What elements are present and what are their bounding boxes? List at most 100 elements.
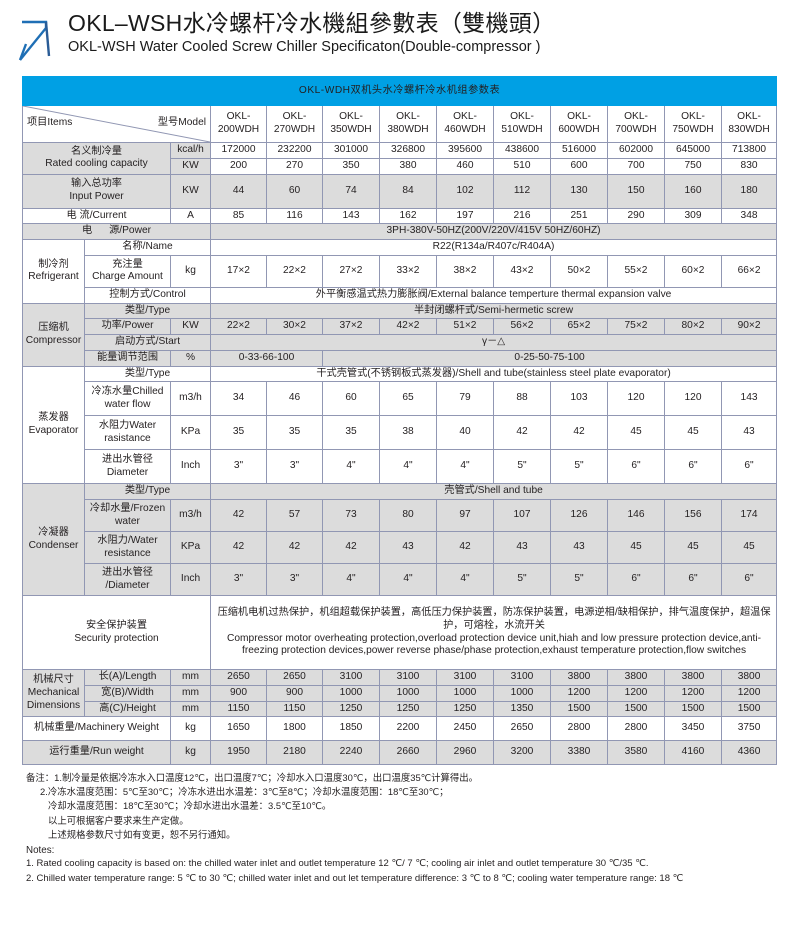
cell: 3100 [436,669,494,686]
cell: 830 [720,157,778,175]
row-current: 电 流/Current A 85 116 143 162 197 216 251… [22,207,778,225]
unit-cond-dia: Inch [170,563,211,596]
cell: 126 [550,499,608,532]
cell: 80×2 [664,318,722,335]
cell: 350 [322,157,380,175]
row-dimensions-width: 宽(B)/Width mm 900 900 1000 1000 1000 100… [23,684,778,702]
cell: 33×2 [379,254,437,288]
cell: 4" [379,449,437,485]
row-condenser-diameter: 进出水管径 /Diameter Inch 3" 3" 4" 4" 4" 5" 5… [23,563,778,596]
cell: 50×2 [550,254,608,288]
cell: 6" [664,449,722,485]
row-compressor-power: 功率/Power KW 22×2 30×2 37×2 42×2 51×2 56×… [23,318,778,335]
unit-length: mm [170,669,211,686]
condenser-type-value: 壳管式/Shell and tube [209,483,778,500]
cell: 172000 [210,142,267,159]
capacity-value-b: 0-25-50-75-100 [321,349,778,367]
cell: 45 [720,531,778,564]
dimensions-group-label: 机械尺寸 Mechanical Dimensions [22,668,85,718]
cell: 1500 [550,700,608,718]
spec-table-container: OKL-WDH双机头水冷螺杆冷水机组参数表 项目Items 型号Model OK… [0,76,790,766]
cell: 3750 [720,716,778,742]
unit-machinery-weight: kg [170,716,211,742]
unit-kw: KW [170,157,211,175]
cell: 216 [493,207,551,225]
cell: 251 [550,207,608,225]
cell: 160 [664,173,722,209]
cell: 326800 [379,142,437,159]
cell: 4" [436,563,494,596]
cell: 1200 [607,684,665,702]
note-en-1: 1. Rated cooling capacity is based on: t… [26,857,649,869]
note-cn-4: 以上可根据客户要求来生产定做。 [48,814,189,826]
cell: 45 [664,531,722,564]
model-col-4: OKL- 460WDH [436,105,494,143]
row-condenser-type: 冷凝器 Condenser 类型/Type 壳管式/Shell and tube [22,483,778,596]
cell: 34 [210,381,267,417]
cell: 1650 [210,716,267,742]
cell: 174 [720,499,778,532]
model-col-0: OKL- 200WDH [210,105,267,143]
cell: 57 [266,499,323,532]
cell: 380 [379,157,437,175]
cell: 3380 [550,740,608,766]
row-rated-cooling-kw: KW 200 270 350 380 460 510 600 700 750 8… [23,157,778,175]
cell: 645000 [664,142,722,159]
compressor-group-label: 压缩机 Compressor [22,302,85,367]
cell: 3" [210,563,267,596]
cell: 88 [493,381,551,417]
unit-cond-resist: KPa [170,531,211,564]
unit-capacity: % [170,349,211,367]
unit-width: mm [170,684,211,702]
cell: 3100 [493,669,551,686]
evaporator-type-label: 类型/Type [84,365,211,383]
row-refrigerant-name: 制冷剂 Refrigerant 名称/Name R22(R134a/R407c/… [22,239,778,304]
cell: 900 [266,684,323,702]
unit-evap-dia: Inch [170,449,211,485]
cell: 5" [493,449,551,485]
row-input-power: 输入总功率 Input Power KW 44 60 74 84 102 112… [22,173,778,209]
current-label: 电 流/Current [22,207,171,225]
compressor-type-value: 半封闭螺杆式/Semi-hermetic screw [209,302,778,320]
cell: 3200 [493,740,551,766]
cell: 1250 [379,700,437,718]
compressor-type-label: 类型/Type [84,302,211,320]
cell: 510 [493,157,551,175]
row-evaporator-diameter: 进出水管径 Diameter Inch 3" 3" 4" 4" 4" 5" 5"… [23,449,778,485]
notes-en-heading: Notes: [26,844,55,856]
cell: 1500 [607,700,665,718]
row-dimensions-length: 机械尺寸 Mechanical Dimensions 长(A)/Length m… [22,668,778,718]
cell: 1000 [322,684,380,702]
input-power-label: 输入总功率 Input Power [22,173,171,209]
row-power-supply: 电 源/Power 3PH-380V-50HZ(200V/220V/415V 5… [22,223,778,240]
cell: 516000 [550,142,608,159]
rated-cooling-label: 名义制冷量 Rated cooling capacity [22,142,171,175]
cell: 43×2 [493,254,551,288]
model-col-6: OKL- 600WDH [550,105,608,143]
cell: 6" [720,563,778,596]
cell: 1500 [720,700,778,718]
refrigerant-group-label: 制冷剂 Refrigerant [22,239,85,304]
cell: 3100 [322,669,380,686]
unit-evap-flow: m3/h [170,381,211,417]
cell: 6" [607,563,665,596]
cell: 1250 [322,700,380,718]
cell: 112 [493,173,551,209]
condenser-flow-label: 冷却水量/Frozen water [84,499,171,532]
row-rated-cooling-kcal: 名义制冷量 Rated cooling capacity kcal/h 1720… [22,142,778,175]
row-evaporator-flow: 冷冻水量Chilled water flow m3/h 34 46 60 65 … [23,381,778,417]
cell: 43 [720,415,778,451]
cell: 180 [720,173,778,209]
cell: 2650 [493,716,551,742]
cell: 6" [720,449,778,485]
cell: 6" [664,563,722,596]
cell: 4" [379,563,437,596]
security-text-cn: 压缩机电机过热保护，机组超载保护装置，高低压力保护装置，防冻保护装置，电源逆相/… [217,607,771,631]
cell: 120 [607,381,665,417]
cell: 2180 [266,740,323,766]
title-block: OKL–WSH水冷螺杆冷水機組參數表（雙機頭） OKL-WSH Water Co… [68,10,555,57]
cell: 42 [322,531,380,564]
arrow-chevron-logo-icon [16,14,66,66]
cell: 80 [379,499,437,532]
cell: 143 [720,381,778,417]
